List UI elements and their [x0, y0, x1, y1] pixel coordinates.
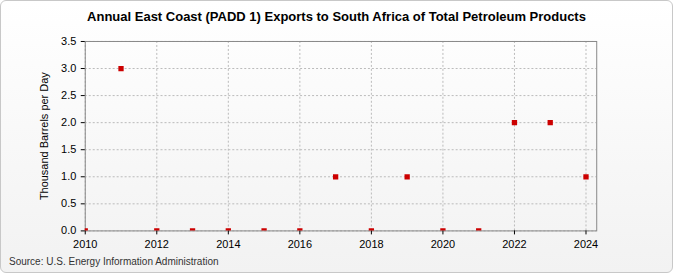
svg-text:2022: 2022 — [502, 238, 526, 250]
svg-text:3.0: 3.0 — [61, 62, 76, 74]
svg-text:0.5: 0.5 — [61, 197, 76, 209]
svg-text:2010: 2010 — [73, 238, 97, 250]
svg-text:2.5: 2.5 — [61, 89, 76, 101]
svg-text:2014: 2014 — [216, 238, 240, 250]
svg-text:Thousand Barrels per Day: Thousand Barrels per Day — [38, 72, 50, 200]
svg-text:1.0: 1.0 — [61, 170, 76, 182]
svg-text:2024: 2024 — [574, 238, 598, 250]
svg-text:2020: 2020 — [431, 238, 455, 250]
svg-text:2012: 2012 — [145, 238, 169, 250]
svg-text:2018: 2018 — [359, 238, 383, 250]
svg-text:2.0: 2.0 — [61, 116, 76, 128]
svg-text:2016: 2016 — [288, 238, 312, 250]
svg-text:0.0: 0.0 — [61, 224, 76, 236]
html-text:Annual East Coast (PADD 1) Exp: Annual East Coast (PADD 1) Exports to So… — [87, 9, 586, 24]
svg-text:1.5: 1.5 — [61, 143, 76, 155]
html-text:Source: U.S. Energy Informatio: Source: U.S. Energy Information Administ… — [9, 256, 219, 268]
svg-text:3.5: 3.5 — [61, 35, 76, 47]
